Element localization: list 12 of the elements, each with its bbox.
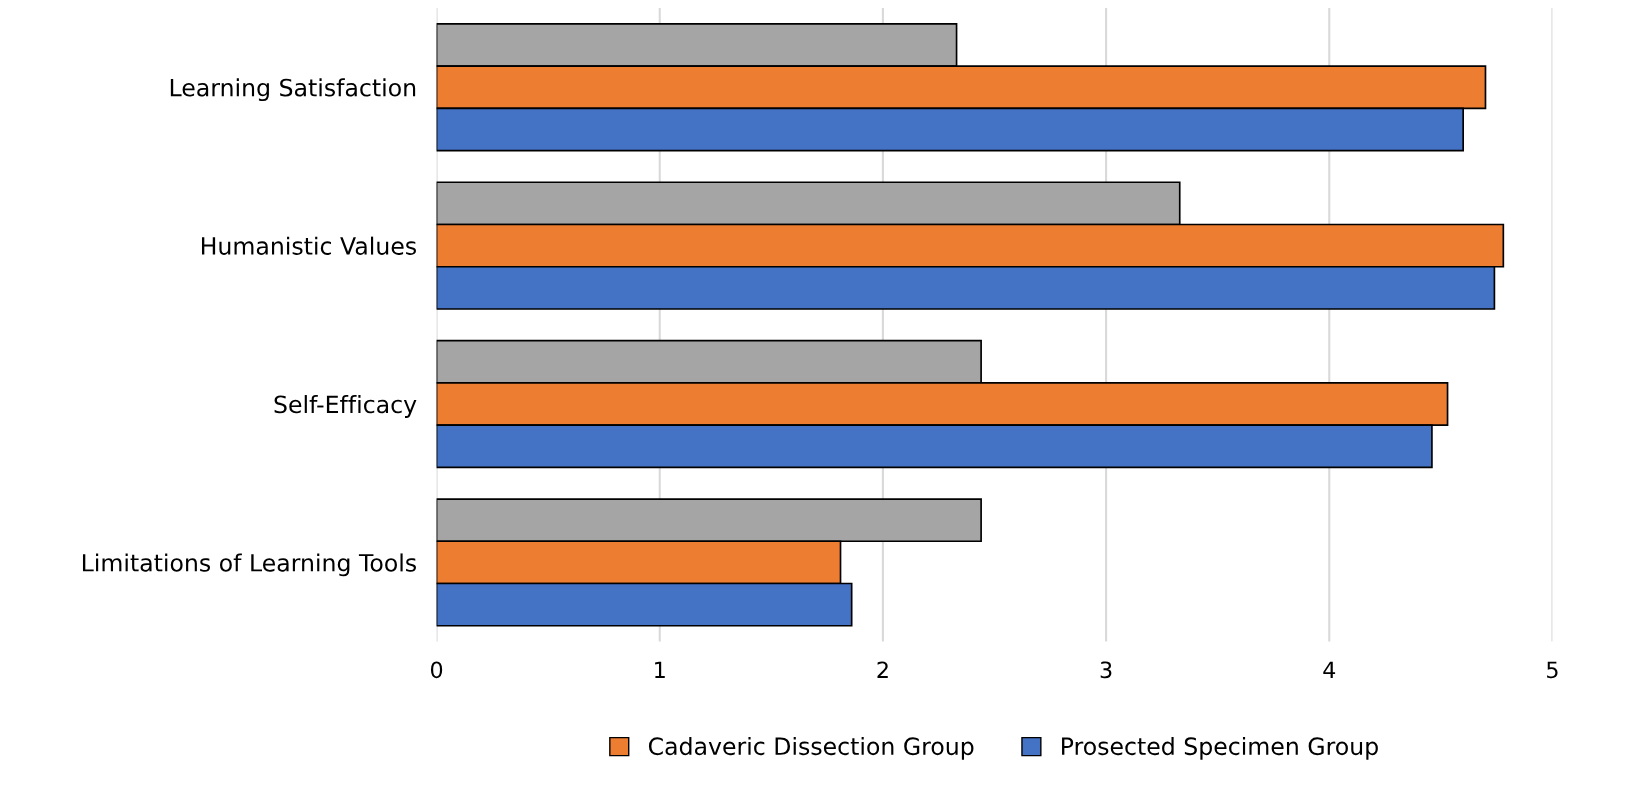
y-tick-label: Limitations of Learning Tools bbox=[82, 553, 416, 577]
y-tick-label: Humanistic Values bbox=[201, 236, 416, 255]
legend-label: Prosected Specimen Group bbox=[1062, 736, 1378, 760]
legend-label: Cadaveric Dissection Group bbox=[648, 736, 974, 760]
y-tick-label: Learning Satisfaction bbox=[170, 78, 416, 102]
x-tick-label: 3 bbox=[1100, 661, 1112, 679]
x-tick-label: 0 bbox=[430, 661, 443, 679]
x-tick-label: 4 bbox=[1323, 661, 1336, 678]
y-tick-label: Self-Efficacy bbox=[274, 395, 417, 418]
x-tick-label: 5 bbox=[1547, 661, 1558, 679]
x-tick-label: 2 bbox=[877, 661, 888, 678]
x-tick-label: 1 bbox=[655, 661, 665, 678]
